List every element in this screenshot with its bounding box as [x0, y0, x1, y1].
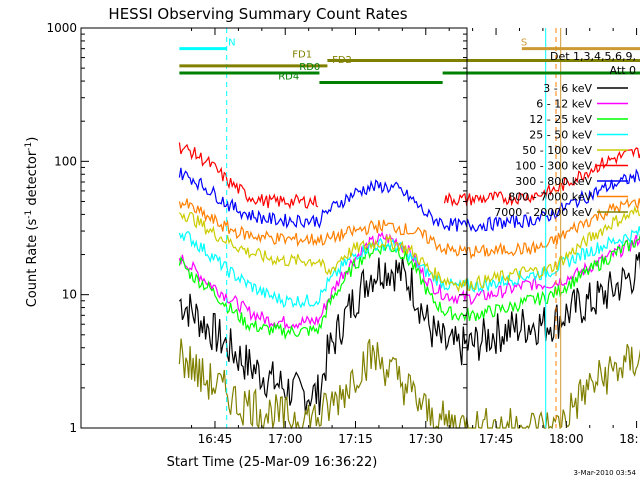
x-tick-label: 17:30: [408, 432, 443, 446]
flag-label-s: S: [521, 38, 527, 49]
legend-label: 12 - 25 keV: [529, 113, 592, 126]
series-line-800-7000-kev: [178, 197, 640, 260]
flag-label-fd2: FD2: [332, 55, 352, 66]
legend-label: 800 - 7000 keV: [508, 191, 592, 204]
y-axis-label: Count Rate (s-1 detector-1): [24, 137, 40, 308]
legend-label: 3 - 6 keV: [543, 82, 592, 95]
legend-label: 100 - 300 keV: [515, 160, 592, 173]
series-line-100-300-kev: [178, 142, 640, 210]
flag-label-n: N: [228, 38, 235, 49]
legend-label: 300 - 800 keV: [515, 175, 592, 188]
plot-frame: [80, 27, 468, 429]
y-label-sup1: -1: [24, 210, 34, 219]
legend-label: 7000 - 20000 keV: [494, 206, 592, 219]
flag-label-fd1: FD1: [292, 50, 312, 61]
axes: 16:45 17:00 17:15 17:30 17:45 18:00 18:15 1 10 10…: [46, 21, 640, 446]
y-label-part3: ): [25, 137, 40, 142]
series-line-3-6-kev: [178, 252, 640, 416]
y-label-sup2: -1: [24, 142, 34, 151]
legend-header: Det 1,3,4,5,6,9,: [550, 50, 636, 63]
y-tick-label: 10: [62, 288, 77, 302]
flag-label-rd0: RD0: [299, 62, 320, 73]
legend-label: 25 - 50 keV: [529, 129, 592, 142]
x-tick-label: 16:45: [198, 432, 233, 446]
legend-header: Att 0: [610, 64, 636, 77]
flag-label-rd4: RD4: [278, 72, 299, 83]
series-line-300-800-kev: [178, 167, 640, 233]
x-tick-label: 17:45: [479, 432, 514, 446]
series-line-6-12-kev: [178, 231, 640, 330]
x-tick-label: 17:15: [338, 432, 373, 446]
y-tick-label: 1000: [46, 21, 77, 35]
legend-label: 6 - 12 keV: [536, 98, 592, 111]
y-label-part2: detector: [25, 150, 40, 210]
y-tick-label: 1: [69, 421, 77, 435]
chart-title: HESSI Observing Summary Count Rates: [108, 5, 407, 23]
footer-timestamp: 3-Mar-2010 03:54: [574, 469, 637, 477]
x-tick-label: 18:15: [619, 432, 640, 446]
series-line-7000-20000-kev: [178, 338, 640, 430]
series-line-50-100-kev: [178, 205, 640, 293]
x-axis-label: Start Time (25-Mar-09 16:36:22): [167, 455, 378, 470]
legend: Det 1,3,4,5,6,9,Att 0 3 - 6 keV 6 - 12 keV…: [494, 50, 636, 219]
y-tick-label: 100: [54, 154, 77, 168]
legend-label: 50 - 100 keV: [522, 144, 592, 157]
series-line-12-25-kev: [178, 233, 640, 341]
y-label-part1: Count Rate (s: [25, 219, 40, 308]
x-tick-label: 17:00: [268, 432, 303, 446]
x-tick-label: 18:00: [549, 432, 584, 446]
